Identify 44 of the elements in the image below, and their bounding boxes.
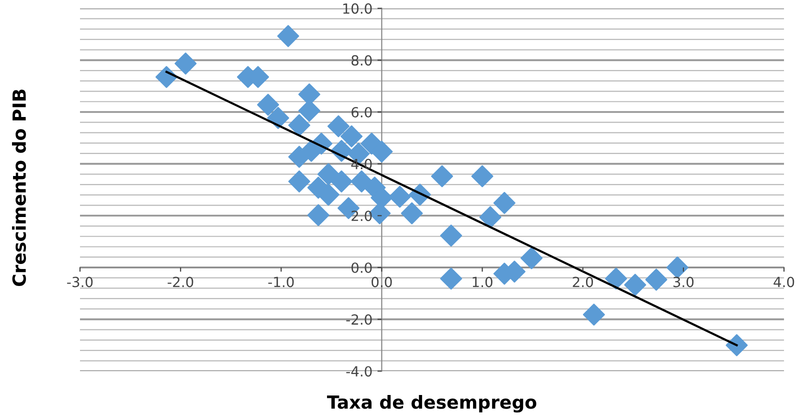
y-tick-label: 4.0 [351, 158, 372, 170]
point [277, 25, 300, 48]
y-tick-label: -2.0 [346, 314, 372, 325]
y-tick-label: 2.0 [352, 210, 372, 222]
point [440, 224, 462, 247]
point [605, 268, 628, 290]
x-tick-label: 1.0 [472, 276, 492, 288]
point [288, 170, 310, 192]
point [388, 186, 411, 208]
point [624, 274, 646, 296]
point [257, 94, 280, 116]
x-tick-label: 3.0 [673, 276, 694, 288]
point [645, 268, 668, 291]
point [317, 163, 340, 186]
y-tick-label: -4.0 [346, 366, 372, 377]
point [479, 206, 502, 228]
x-tick-label: -2.0 [168, 276, 194, 288]
x-tick-label: 2.0 [572, 276, 593, 288]
point [350, 170, 373, 192]
point [493, 192, 516, 214]
point [471, 165, 494, 188]
point [174, 52, 197, 75]
point [307, 204, 330, 226]
point [327, 115, 350, 138]
x-tick-label: 4.0 [774, 276, 794, 288]
y-tick-label: 10.0 [343, 3, 372, 14]
point [582, 304, 605, 326]
y-tick-label: 8.0 [352, 55, 372, 66]
point [666, 256, 688, 278]
x-tick-label: -3.0 [67, 276, 93, 288]
point [267, 106, 290, 129]
point [520, 247, 543, 270]
point [340, 125, 363, 148]
point [400, 202, 423, 224]
point [330, 170, 352, 192]
x-axis-title: Taxa de desemprego [327, 394, 536, 413]
y-tick-label: 6.0 [352, 106, 372, 118]
point [370, 140, 393, 163]
x-tick-label: -1.0 [268, 276, 294, 288]
point [431, 165, 454, 188]
point [726, 334, 748, 356]
point [288, 114, 310, 136]
point [440, 268, 462, 290]
y-axis-title: Crescimento do PIB [12, 90, 26, 286]
